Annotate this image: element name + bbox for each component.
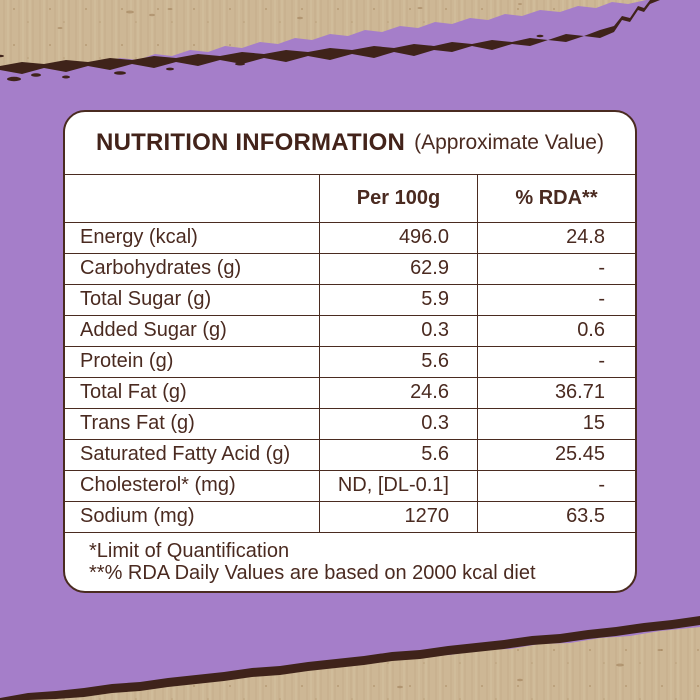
footnote-limit-of-quantification: *Limit of Quantification	[89, 540, 290, 562]
table-row-carbohydrates: Carbohydrates (g) 62.9 -	[65, 254, 635, 285]
row-label: Saturated Fatty Acid (g)	[65, 440, 320, 470]
nutrition-title: NUTRITION INFORMATION	[96, 129, 406, 156]
bottom-brush-stroke	[0, 616, 700, 700]
top-paper-band	[0, 0, 660, 82]
row-rda-value: 63.5	[566, 505, 605, 527]
top-brush-splatter	[0, 34, 544, 82]
row-per100g-value: 0.3	[320, 316, 478, 346]
table-row-trans-fat: Trans Fat (g) 0.3 15	[65, 409, 635, 440]
row-label: Trans Fat (g)	[65, 409, 320, 439]
paper-speckles	[57, 3, 522, 29]
row-rda-value: 15	[582, 412, 605, 434]
table-row-cholesterol: Cholesterol* (mg) ND, [DL-0.1] -	[65, 471, 635, 502]
row-label: Total Sugar (g)	[65, 285, 320, 315]
table-row-energy: Energy (kcal) 496.0 24.8	[65, 223, 635, 254]
row-rda-value: -	[598, 474, 605, 496]
row-per100g-value: 62.9	[320, 254, 478, 284]
row-per100g-value: 496.0	[320, 223, 478, 253]
bottom-paper-band	[0, 616, 700, 700]
footnotes: *Limit of Quantification **% RDA Daily V…	[65, 533, 635, 584]
row-rda-value: -	[598, 288, 605, 310]
row-rda-value: 24.8	[566, 226, 605, 248]
table-row-added-sugar: Added Sugar (g) 0.3 0.6	[65, 316, 635, 347]
table-row-total-fat: Total Fat (g) 24.6 36.71	[65, 378, 635, 409]
paper-speckles	[397, 649, 663, 689]
row-label: Sodium (mg)	[65, 502, 320, 532]
nutrition-title-suffix: (Approximate Value)	[414, 131, 604, 154]
row-label: Total Fat (g)	[65, 378, 320, 408]
top-paper-shape	[0, 0, 646, 70]
row-rda-value: -	[598, 257, 605, 279]
header-blank-cell	[65, 175, 320, 222]
row-per100g-value: 5.6	[320, 440, 478, 470]
row-per100g-value: 1270	[320, 502, 478, 532]
row-label: Energy (kcal)	[65, 223, 320, 253]
row-rda-value: 36.71	[554, 381, 605, 403]
header-per-100g: Per 100g	[320, 175, 478, 222]
table-row-total-sugar: Total Sugar (g) 5.9 -	[65, 285, 635, 316]
footnote-rda-basis: **% RDA Daily Values are based on 2000 k…	[89, 562, 536, 584]
row-rda-value: -	[598, 350, 605, 372]
row-label: Added Sugar (g)	[65, 316, 320, 346]
bottom-brush-splatter	[33, 634, 594, 698]
row-rda-value: 0.6	[577, 319, 605, 341]
row-label: Protein (g)	[65, 347, 320, 377]
row-per100g-value: 5.6	[320, 347, 478, 377]
row-per100g-value: 0.3	[320, 409, 478, 439]
table-row-protein: Protein (g) 5.6 -	[65, 347, 635, 378]
row-per100g-value: ND, [DL-0.1]	[320, 471, 478, 501]
nutrition-card: NUTRITION INFORMATION (Approximate Value…	[63, 110, 637, 593]
header-rda: % RDA**	[515, 187, 598, 209]
table-header-row: Per 100g % RDA**	[65, 175, 635, 223]
table-row-sodium: Sodium (mg) 1270 63.5	[65, 502, 635, 533]
row-rda-value: 25.45	[554, 443, 605, 465]
top-brush-stroke	[0, 0, 660, 74]
row-label: Cholesterol* (mg)	[65, 471, 320, 501]
row-per100g-value: 5.9	[320, 285, 478, 315]
table-row-saturated-fatty-acid: Saturated Fatty Acid (g) 5.6 25.45	[65, 440, 635, 471]
row-label: Carbohydrates (g)	[65, 254, 320, 284]
card-title-row: NUTRITION INFORMATION (Approximate Value…	[65, 112, 635, 175]
row-per100g-value: 24.6	[320, 378, 478, 408]
